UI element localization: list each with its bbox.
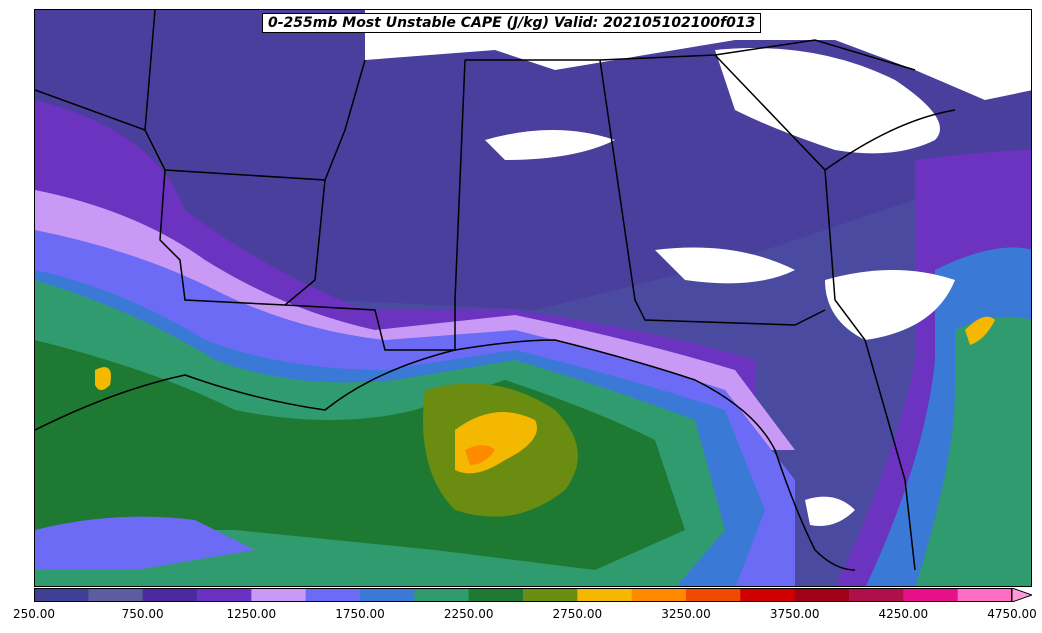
map-title: 0-255mb Most Unstable CAPE (J/kg) Valid:…: [262, 13, 762, 33]
border-ms: [284, 59, 466, 351]
colorbar-segment: [197, 588, 252, 602]
colorbar-segment: [142, 588, 198, 602]
map-svg: [35, 10, 1031, 586]
colorbar-extend-arrow: [1011, 588, 1032, 602]
colorbar: [34, 588, 1032, 602]
colorbar-segment: [88, 588, 144, 602]
colorbar-segment: [34, 588, 89, 602]
colorbar-segment: [414, 588, 470, 602]
border-al: [465, 59, 826, 326]
colorbar-segment: [631, 588, 687, 602]
blue-patch-sw: [35, 516, 255, 570]
border-2: [35, 89, 326, 181]
low-cape-fl: [805, 496, 855, 526]
border-tn: [599, 39, 916, 71]
colorbar-tick-label: 250.00: [13, 607, 55, 621]
colorbar-tick-label: 1250.00: [226, 607, 277, 621]
border-1: [144, 10, 156, 131]
atlantic-yellow: [965, 316, 995, 345]
colorbar-segment: [740, 588, 796, 602]
low-cape-ga: [825, 270, 955, 340]
colorbar-tick-label: 2750.00: [552, 607, 603, 621]
colorbar-tick-label: 1750.00: [335, 607, 385, 621]
colorbar-segment: [305, 588, 361, 602]
low-cape-ne: [715, 48, 940, 154]
cape-map: [34, 9, 1032, 587]
colorbar-segment: [794, 588, 850, 602]
colorbar-segment: [251, 588, 307, 602]
colorbar-outline: [34, 588, 1012, 602]
colorbar-segment: [360, 588, 415, 602]
colorbar-segment: [849, 588, 904, 602]
colorbar-segment: [957, 588, 1013, 602]
atlantic-green: [915, 316, 1031, 586]
colorbar-tick-label: 2250.00: [443, 607, 494, 621]
colorbar-tick-label: 4750.00: [987, 607, 1037, 621]
colorbar-segment: [903, 588, 959, 602]
colorbar-segment: [468, 588, 524, 602]
low-cape-ms: [485, 130, 615, 160]
colorbar-segment: [523, 588, 578, 602]
colorbar-tick-label: 3750.00: [769, 607, 820, 621]
orange-core: [465, 445, 495, 465]
low-cape-al: [655, 247, 795, 284]
colorbar-tick-label: 4250.00: [878, 607, 929, 621]
colorbar-tick-label: 750.00: [121, 607, 164, 621]
gulf-coastline: [35, 339, 856, 571]
border-sc: [824, 109, 956, 171]
state-boundaries: [35, 10, 956, 571]
colorbar-segment: [686, 588, 741, 602]
colorbar-segment: [577, 588, 633, 602]
yellow-spot-texas: [95, 367, 111, 390]
border-ga: [714, 54, 916, 571]
colorbar-tick-label: 3250.00: [661, 607, 711, 621]
